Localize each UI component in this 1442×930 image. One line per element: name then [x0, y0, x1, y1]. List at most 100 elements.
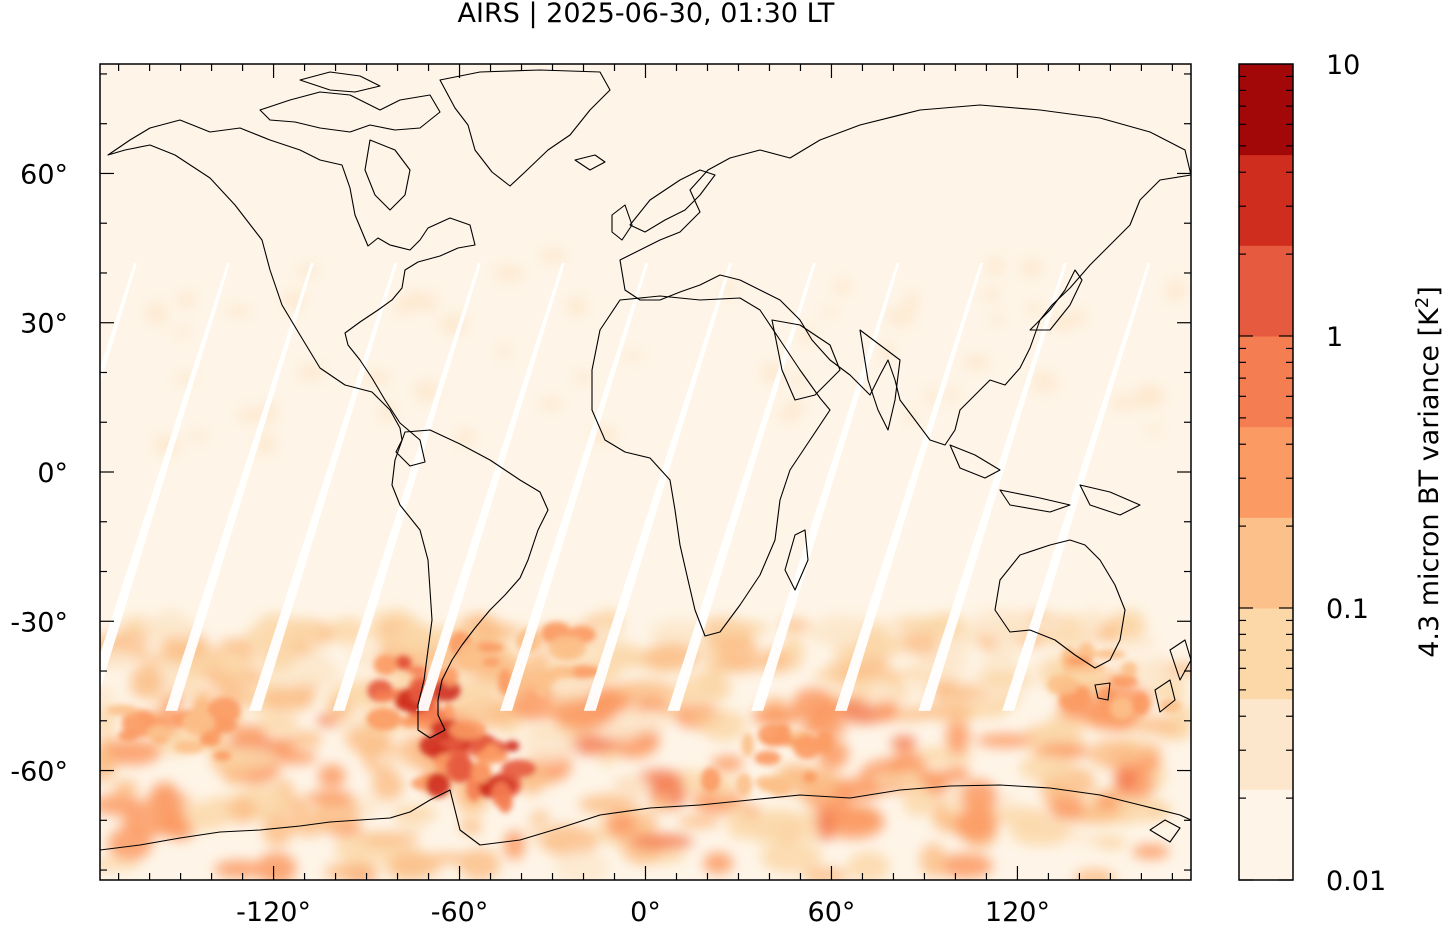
orbit-gap [918, 263, 1067, 711]
variance-blob [953, 808, 997, 842]
variance-blob [459, 848, 501, 880]
variance-blob [1144, 424, 1163, 434]
variance-blob [1031, 370, 1055, 381]
orbit-gap [100, 263, 138, 385]
variance-hotspot [400, 716, 419, 728]
variance-blob [990, 312, 1004, 327]
variance-hotspot [395, 655, 412, 670]
variance-blob [803, 620, 855, 643]
variance-blob [225, 305, 252, 317]
colorbar-tick-labels: 10 1 0.1 0.01 [1326, 50, 1386, 897]
variance-blob [705, 620, 770, 637]
variance-blob [822, 806, 885, 840]
variance-blob [700, 709, 747, 742]
orbit-gap [100, 263, 231, 690]
variance-hotspot [213, 751, 232, 761]
variance-blob [164, 821, 195, 841]
orbit-gaps [100, 263, 1151, 711]
variance-blob [100, 747, 117, 783]
variance-blob [1114, 609, 1146, 643]
variance-blob [960, 779, 998, 814]
y-tick-label: -30° [10, 607, 68, 638]
variance-hotspot [735, 773, 753, 797]
variance-blob [800, 720, 847, 738]
variance-blob [374, 753, 407, 766]
variance-blob [518, 731, 577, 763]
colorbar-bin [1239, 154, 1293, 246]
variance-blob [792, 373, 805, 390]
x-tick-label: 0° [630, 897, 661, 928]
variance-hotspot [491, 781, 512, 808]
variance-blob [283, 619, 323, 644]
variance-blob [1110, 393, 1138, 412]
variance-blob [803, 867, 849, 880]
variance-blob [130, 664, 163, 700]
variance-blob [920, 843, 947, 878]
variance-hotspot [792, 734, 822, 760]
variance-hotspot [549, 665, 576, 679]
variance-hotspot [182, 710, 216, 737]
colorbar-bin [1239, 64, 1293, 156]
orbit-gap [165, 263, 314, 711]
variance-blob [879, 341, 895, 363]
variance-blob [1070, 308, 1087, 326]
variance-blob [455, 700, 488, 715]
variance-blob [324, 861, 379, 880]
variance-blob [820, 308, 839, 317]
variance-hotspot [474, 642, 504, 653]
colorbar-bin [1239, 789, 1293, 881]
variance-blob [100, 858, 141, 871]
variance-blob [1026, 302, 1042, 317]
variance-hotspot [1110, 674, 1138, 688]
variance-blob [498, 342, 511, 360]
variance-blob [918, 769, 952, 791]
variance-blob [562, 733, 619, 755]
variance-blob [379, 400, 396, 423]
variance-blob [968, 700, 1011, 717]
variance-blob [783, 766, 842, 800]
variance-blob [945, 765, 970, 783]
variance-blob [395, 297, 408, 317]
variance-blob [539, 248, 567, 264]
colorbar-tick-label: 0.01 [1326, 866, 1386, 897]
variance-blob [494, 265, 524, 282]
variance-blob [945, 719, 970, 755]
variance-blob [401, 290, 429, 312]
variance-blob [214, 860, 264, 879]
variance-hotspot [373, 690, 395, 702]
variance-blob [555, 850, 610, 880]
variance-hotspot [106, 704, 139, 716]
variance-hotspot [1131, 692, 1150, 716]
variance-blob [112, 779, 139, 798]
variance-blob [391, 805, 438, 823]
variance-hotspot [754, 776, 779, 788]
orbit-gap [332, 263, 482, 711]
variance-blob [1148, 653, 1170, 688]
variance-blob [1081, 607, 1103, 639]
variance-hotspot [548, 635, 587, 661]
variance-blob [222, 764, 248, 786]
variance-blob [306, 790, 355, 806]
variance-blob [363, 370, 391, 386]
variance-hotspot [467, 646, 482, 662]
variance-blob [946, 386, 960, 404]
variance-blob [236, 406, 267, 424]
variance-hotspot [802, 771, 817, 784]
variance-blob [389, 621, 437, 654]
variance-hotspot [482, 658, 500, 667]
x-tick-label: -120° [236, 897, 311, 928]
variance-blob [503, 830, 526, 860]
variance-hotspot [173, 740, 205, 754]
variance-hotspot [470, 761, 492, 784]
variance-blob [813, 669, 845, 683]
map-area [100, 64, 1191, 880]
variance-blob [847, 851, 890, 880]
variance-blob [711, 755, 744, 772]
variance-blob [902, 783, 935, 817]
variance-blob [151, 782, 178, 802]
variance-blob [262, 813, 293, 847]
variance-blob [259, 431, 274, 442]
variance-blob [976, 733, 1033, 748]
colorbar-frame [1238, 63, 1294, 881]
